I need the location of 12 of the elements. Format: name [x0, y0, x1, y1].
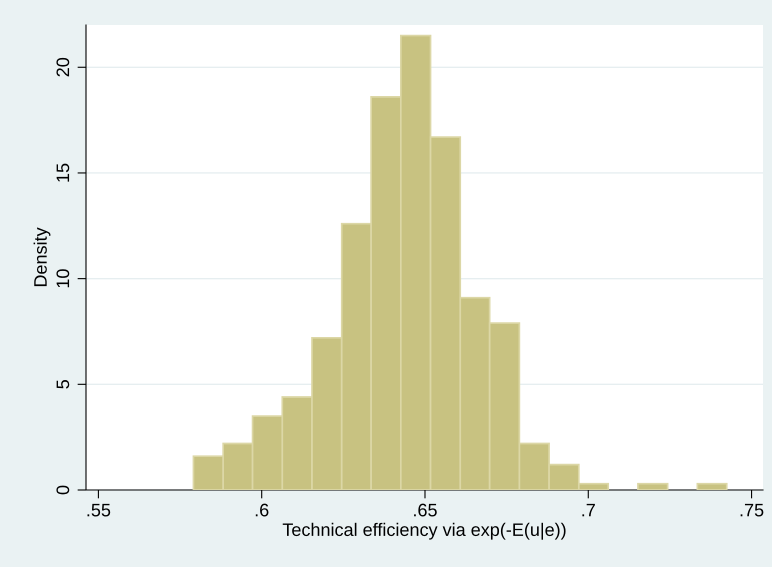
y-axis-title: Density [34, 227, 50, 286]
x-tick-label: .7 [582, 504, 595, 516]
x-tick-label: .65 [414, 504, 437, 516]
y-tick-label: 0 [56, 486, 70, 494]
x-tick-label: .6 [256, 504, 268, 516]
x-tick-label: .75 [740, 504, 764, 516]
x-tick-label: .55 [88, 504, 110, 516]
x-axis-title: Technical efficiency via exp(-E(u|e)) [282, 522, 566, 540]
y-tick-label: 15 [56, 164, 70, 182]
y-tick-label: 10 [56, 269, 70, 288]
y-tick-label: 20 [56, 58, 70, 76]
y-tick-label: 5 [56, 380, 70, 389]
